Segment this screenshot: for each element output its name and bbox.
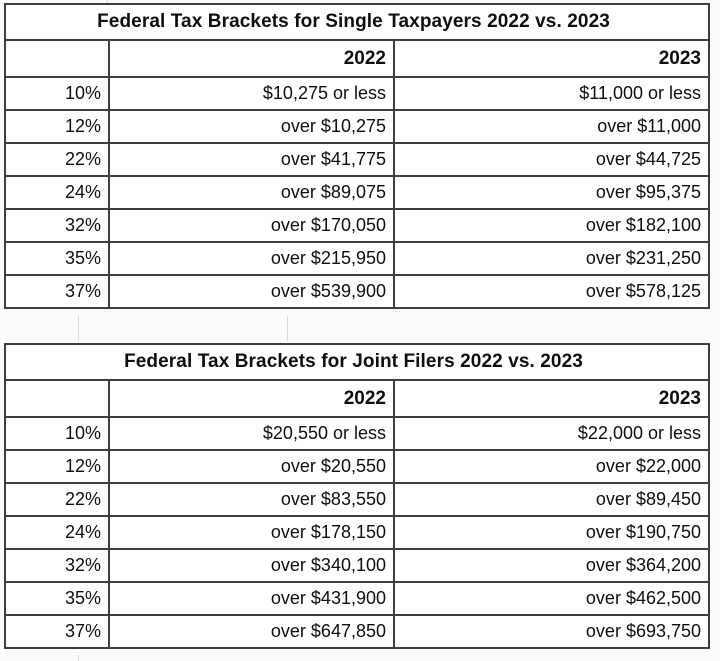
column-header-2022: 2022 xyxy=(108,379,395,418)
amount-2022-cell: over $178,150 xyxy=(108,515,395,550)
rate-cell: 37% xyxy=(4,614,110,649)
table-row: 32% over $170,050 over $182,100 xyxy=(4,208,710,243)
amount-2023-cell: over $693,750 xyxy=(392,614,711,649)
amount-2022-cell: $20,550 or less xyxy=(108,416,395,451)
table-row: 12% over $20,550 over $22,000 xyxy=(4,449,711,484)
table-row: 22% over $83,550 over $89,450 xyxy=(4,482,711,517)
rate-cell: 35% xyxy=(4,241,110,276)
rate-cell: 37% xyxy=(4,274,110,309)
table-title: Federal Tax Brackets for Joint Filers 20… xyxy=(3,343,711,381)
table-title: Federal Tax Brackets for Single Taxpayer… xyxy=(4,3,710,41)
amount-2022-cell: over $431,900 xyxy=(108,581,395,616)
rate-cell: 35% xyxy=(4,581,110,616)
rate-cell: 12% xyxy=(4,109,110,144)
table-row: 10% $10,275 or less $11,000 or less xyxy=(4,76,710,111)
rate-cell: 22% xyxy=(4,142,110,177)
column-header-2023: 2023 xyxy=(392,379,711,418)
table-title-row: Federal Tax Brackets for Single Taxpayer… xyxy=(4,3,710,41)
rate-cell: 24% xyxy=(4,175,110,210)
table-row: 35% over $215,950 over $231,250 xyxy=(4,241,710,276)
column-header-row: 2022 2023 xyxy=(4,39,710,78)
rate-cell: 24% xyxy=(4,515,110,550)
amount-2023-cell: over $364,200 xyxy=(392,548,711,583)
rate-cell: 32% xyxy=(4,548,110,583)
column-header-row: 2022 2023 xyxy=(4,379,711,418)
amount-2023-cell: over $231,250 xyxy=(393,241,710,276)
amount-2022-cell: over $20,550 xyxy=(108,449,395,484)
rate-cell: 22% xyxy=(4,482,110,517)
table-row: 22% over $41,775 over $44,725 xyxy=(4,142,710,177)
amount-2023-cell: over $22,000 xyxy=(392,449,711,484)
amount-2023-cell: over $578,125 xyxy=(393,274,710,309)
table-row: 10% $20,550 or less $22,000 or less xyxy=(4,416,711,451)
joint-filers-table: Federal Tax Brackets for Joint Filers 20… xyxy=(3,343,711,649)
amount-2023-cell: $11,000 or less xyxy=(393,76,710,111)
amount-2023-cell: over $182,100 xyxy=(393,208,710,243)
amount-2022-cell: over $215,950 xyxy=(108,241,395,276)
gridline-artifact xyxy=(78,316,79,341)
gridline-artifact xyxy=(107,0,108,3)
amount-2023-cell: $22,000 or less xyxy=(392,416,711,451)
corner-cell xyxy=(4,39,110,78)
column-header-2022: 2022 xyxy=(108,39,395,78)
amount-2023-cell: over $89,450 xyxy=(392,482,711,517)
table-row: 37% over $539,900 over $578,125 xyxy=(4,274,710,309)
table-row: 12% over $10,275 over $11,000 xyxy=(4,109,710,144)
gridline-artifact xyxy=(78,655,79,661)
amount-2022-cell: over $340,100 xyxy=(108,548,395,583)
table-row: 37% over $647,850 over $693,750 xyxy=(4,614,711,649)
table-row: 24% over $178,150 over $190,750 xyxy=(4,515,711,550)
amount-2022-cell: over $170,050 xyxy=(108,208,395,243)
amount-2022-cell: over $89,075 xyxy=(108,175,395,210)
amount-2022-cell: over $10,275 xyxy=(108,109,395,144)
amount-2022-cell: $10,275 or less xyxy=(108,76,395,111)
rate-cell: 10% xyxy=(4,416,110,451)
rate-cell: 10% xyxy=(4,76,110,111)
rate-cell: 12% xyxy=(4,449,110,484)
amount-2023-cell: over $190,750 xyxy=(392,515,711,550)
single-taxpayers-table: Federal Tax Brackets for Single Taxpayer… xyxy=(4,3,710,309)
amount-2022-cell: over $83,550 xyxy=(108,482,395,517)
amount-2023-cell: over $462,500 xyxy=(392,581,711,616)
table-title-row: Federal Tax Brackets for Joint Filers 20… xyxy=(3,343,711,381)
amount-2022-cell: over $41,775 xyxy=(108,142,395,177)
table-row: 35% over $431,900 over $462,500 xyxy=(4,581,711,616)
amount-2023-cell: over $44,725 xyxy=(393,142,710,177)
amount-2023-cell: over $11,000 xyxy=(393,109,710,144)
amount-2022-cell: over $539,900 xyxy=(108,274,395,309)
table-row: 32% over $340,100 over $364,200 xyxy=(4,548,711,583)
amount-2023-cell: over $95,375 xyxy=(393,175,710,210)
amount-2022-cell: over $647,850 xyxy=(108,614,395,649)
table-row: 24% over $89,075 over $95,375 xyxy=(4,175,710,210)
rate-cell: 32% xyxy=(4,208,110,243)
corner-cell xyxy=(4,379,110,418)
gridline-artifact xyxy=(287,316,288,341)
column-header-2023: 2023 xyxy=(393,39,710,78)
